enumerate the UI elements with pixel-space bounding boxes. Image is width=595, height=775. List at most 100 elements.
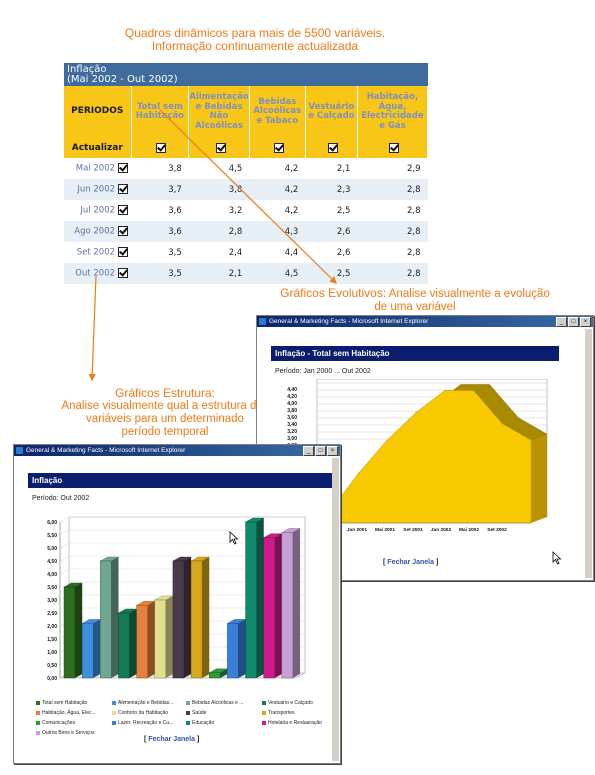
row-checkbox[interactable] bbox=[118, 268, 129, 279]
window-titlebar[interactable]: General & Marketing Facts - Microsoft In… bbox=[257, 316, 593, 327]
bar-front bbox=[118, 612, 130, 679]
chart-period: Período: Jan 2000 ... Out 2002 bbox=[275, 368, 371, 375]
maximize-button[interactable]: □ bbox=[568, 317, 579, 327]
bar bbox=[63, 582, 83, 679]
legend-label: Transportes bbox=[268, 710, 295, 716]
row-checkbox[interactable] bbox=[118, 163, 129, 174]
table-header: Inflação (Mai 2002 - Out 2002) bbox=[64, 63, 428, 86]
y-tick-label: 3,00 bbox=[47, 598, 57, 604]
row-checkbox[interactable] bbox=[118, 247, 129, 258]
period-label: Ago 2002 bbox=[74, 226, 116, 237]
window-titlebar[interactable]: General & Marketing Facts - Microsoft In… bbox=[14, 445, 340, 456]
cell-value: 2,8 bbox=[188, 221, 250, 242]
chart-heading: Inflação - Total sem Habitação bbox=[271, 346, 559, 361]
close-window-label[interactable]: Fechar Janela bbox=[387, 559, 434, 566]
chart-period: Período: Out 2002 bbox=[32, 495, 90, 502]
column-checkbox[interactable] bbox=[388, 142, 399, 153]
legend-label: Total sem Habitação bbox=[42, 700, 88, 706]
bar bbox=[136, 601, 156, 679]
cell-value: 2,3 bbox=[305, 179, 358, 200]
row-checkbox[interactable] bbox=[118, 184, 129, 195]
x-tick-label: Jan 2001 bbox=[347, 527, 368, 533]
cell-value: 3,8 bbox=[168, 163, 182, 174]
row-checkbox[interactable] bbox=[118, 226, 129, 237]
y-tick-label: 3,00 bbox=[287, 436, 297, 442]
cell-value: 2,8 bbox=[357, 179, 428, 200]
legend-label: Bebidas Alcoólicas e ... bbox=[192, 700, 244, 706]
close-window-link[interactable]: [ Fechar Janela ] bbox=[383, 559, 439, 566]
y-tick-label: 4,00 bbox=[47, 572, 57, 578]
bar-side bbox=[147, 601, 155, 678]
data-point bbox=[472, 389, 475, 392]
structure-chart-window: General & Marketing Facts - Microsoft In… bbox=[13, 444, 341, 764]
close-button[interactable]: × bbox=[580, 317, 591, 327]
cell-value: 3,6 bbox=[168, 205, 182, 216]
legend-item: Comunicações bbox=[36, 720, 75, 726]
bar-side bbox=[129, 609, 137, 678]
bar-side bbox=[202, 557, 210, 678]
legend-label: Outros Bens e Serviços bbox=[42, 730, 95, 736]
column-header[interactable]: Total sem Habitação bbox=[131, 86, 190, 138]
column-header[interactable]: Alimentação e Bebidas Não Alcoólicas bbox=[188, 86, 250, 138]
legend-label: Vestuário e Calçado bbox=[268, 700, 313, 706]
close-button[interactable]: × bbox=[327, 446, 338, 456]
minimize-button[interactable]: _ bbox=[303, 446, 314, 456]
column-checkbox[interactable] bbox=[273, 142, 284, 153]
cell-value: 3,8 bbox=[188, 179, 250, 200]
gridline bbox=[59, 568, 70, 575]
cell-value: 4,4 bbox=[284, 247, 299, 258]
update-button[interactable]: Actualizar bbox=[64, 138, 132, 158]
column-checkbox[interactable] bbox=[156, 142, 167, 153]
bar bbox=[263, 533, 283, 679]
bar-front bbox=[245, 521, 257, 679]
y-tick-label: 3,60 bbox=[287, 415, 297, 421]
data-table: PERIODOS Total sem Habitação Alimentação… bbox=[64, 86, 429, 284]
data-point bbox=[444, 389, 446, 392]
legend-swatch bbox=[262, 710, 266, 715]
gridline bbox=[59, 542, 70, 549]
bar-side bbox=[292, 528, 301, 678]
scrollbar[interactable] bbox=[332, 458, 339, 761]
bar-side bbox=[220, 668, 228, 678]
bar-side bbox=[183, 557, 192, 678]
legend-label: Alimentação e Bebidas... bbox=[118, 700, 174, 706]
top-caption: Quadros dinâmicos para mais de 5500 vari… bbox=[90, 27, 420, 53]
cell-value: 4,5 bbox=[228, 163, 243, 174]
column-header[interactable]: Vestuário e Calçado bbox=[305, 86, 358, 138]
y-tick-label: 3,40 bbox=[287, 422, 297, 428]
y-tick-label: 1,50 bbox=[47, 637, 57, 643]
column-checkbox[interactable] bbox=[215, 142, 226, 153]
legend-item: Habitação, Água, Elec... bbox=[36, 710, 96, 716]
estrutura-caption: Gráficos Estrutura: Analise visualmente … bbox=[10, 387, 320, 439]
period-label: Set 2002 bbox=[76, 247, 116, 258]
column-checkbox[interactable] bbox=[327, 142, 338, 153]
y-tick-label: 4,20 bbox=[287, 394, 297, 400]
legend-item: Conforto da Habitação bbox=[112, 710, 168, 716]
bar-side bbox=[238, 619, 246, 678]
minimize-button[interactable]: _ bbox=[556, 317, 567, 327]
legend-swatch bbox=[112, 700, 116, 705]
bar bbox=[154, 595, 174, 679]
column-header[interactable]: Habitação, Água, Electricidade e Gás bbox=[357, 86, 429, 138]
cell-value: 2,6 bbox=[336, 247, 351, 258]
cell-value: 4,2 bbox=[249, 179, 306, 200]
gridline bbox=[59, 555, 70, 562]
area-side-face bbox=[531, 434, 547, 523]
close-window-label[interactable]: Fechar Janela bbox=[148, 736, 195, 743]
bar bbox=[281, 528, 301, 679]
legend-label: Lazer, Recreação e Cu... bbox=[118, 720, 174, 726]
ie-icon bbox=[259, 318, 266, 325]
estrutura-line3: período temporal bbox=[121, 426, 209, 438]
bar-front bbox=[63, 586, 76, 679]
legend-item: Hotelaria e Restauração bbox=[262, 720, 322, 726]
column-header[interactable]: Bebidas Alcoólicas e Tabaco bbox=[249, 86, 306, 138]
scrollbar[interactable] bbox=[585, 329, 592, 578]
cell-value: 3,7 bbox=[131, 179, 189, 200]
estrutura-heading: Gráficos Estrutura: bbox=[114, 386, 216, 400]
close-window-link[interactable]: [ Fechar Janela ] bbox=[144, 736, 200, 743]
maximize-button[interactable]: □ bbox=[315, 446, 326, 456]
row-checkbox[interactable] bbox=[118, 205, 129, 216]
y-tick-label: 1,00 bbox=[47, 650, 57, 656]
data-point bbox=[415, 412, 417, 414]
data-point bbox=[501, 423, 503, 425]
